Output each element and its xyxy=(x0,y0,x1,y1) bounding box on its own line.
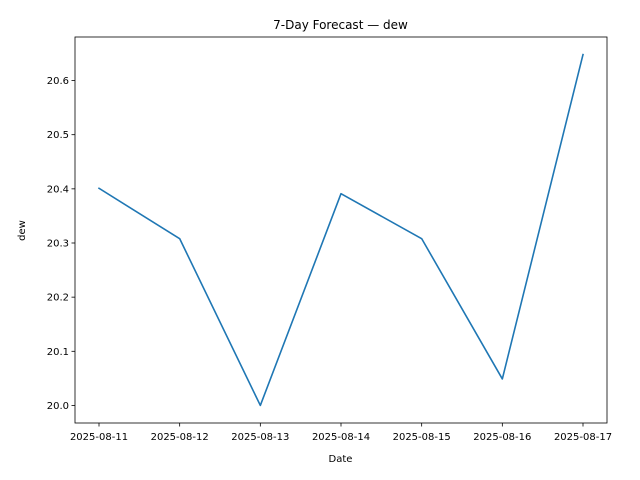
x-tick-label: 2025-08-17 xyxy=(554,432,612,443)
x-tick-label: 2025-08-14 xyxy=(312,432,370,443)
x-tick-label: 2025-08-15 xyxy=(393,432,451,443)
y-tick-label: 20.5 xyxy=(47,130,69,141)
y-tick-label: 20.3 xyxy=(47,238,69,249)
y-axis-title: dew xyxy=(17,220,28,241)
series-line xyxy=(97,53,584,407)
y-tick-label: 20.6 xyxy=(47,76,69,87)
x-tick-label: 2025-08-12 xyxy=(151,432,209,443)
x-tick-label: 2025-08-11 xyxy=(70,432,128,443)
chart-title: 7-Day Forecast — dew xyxy=(273,18,408,32)
x-tick-label: 2025-08-16 xyxy=(473,432,531,443)
x-tick-label: 2025-08-13 xyxy=(231,432,289,443)
x-axis-title: Date xyxy=(329,454,353,465)
y-tick-label: 20.4 xyxy=(47,184,69,195)
plot-area: 2025-08-11 2025-08-12 2025-08-13 2025-08-14… xyxy=(47,36,612,443)
y-tick-label: 20.1 xyxy=(47,347,69,358)
y-tick-label: 20.2 xyxy=(47,293,69,304)
y-tick-label: 20.0 xyxy=(47,401,69,412)
